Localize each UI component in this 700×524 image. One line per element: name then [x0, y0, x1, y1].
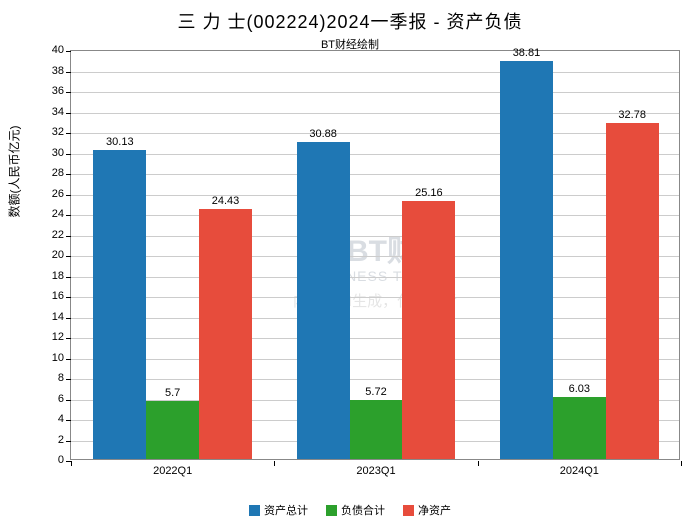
x-tick-label: 2024Q1 — [560, 465, 599, 477]
grid-line — [71, 359, 679, 360]
legend-label: 负债合计 — [341, 502, 385, 518]
grid-line — [71, 133, 679, 134]
y-tick-mark — [66, 236, 71, 237]
bar-value-label: 5.72 — [365, 386, 386, 398]
grid-line — [71, 215, 679, 216]
grid-line — [71, 154, 679, 155]
y-tick-label: 20 — [34, 249, 64, 261]
bar-value-label: 5.7 — [165, 387, 180, 399]
y-tick-mark — [66, 277, 71, 278]
y-tick-mark — [66, 215, 71, 216]
y-axis-label: 数额(人民币亿元) — [6, 126, 23, 218]
y-tick-mark — [66, 51, 71, 52]
y-tick-label: 24 — [34, 208, 64, 220]
y-tick-label: 18 — [34, 270, 64, 282]
bar — [500, 61, 553, 459]
y-tick-mark — [66, 441, 71, 442]
x-tick-label: 2022Q1 — [153, 465, 192, 477]
y-tick-label: 2 — [34, 434, 64, 446]
bar-value-label: 38.81 — [513, 47, 541, 59]
y-tick-mark — [66, 318, 71, 319]
legend-swatch — [403, 505, 414, 516]
legend-swatch — [326, 505, 337, 516]
y-tick-mark — [66, 174, 71, 175]
grid-line — [71, 195, 679, 196]
x-tick-mark — [681, 461, 682, 466]
bar-value-label: 32.78 — [618, 109, 646, 121]
y-tick-mark — [66, 256, 71, 257]
grid-line — [71, 236, 679, 237]
grid-line — [71, 92, 679, 93]
y-tick-mark — [66, 92, 71, 93]
legend-item: 负债合计 — [326, 502, 385, 518]
y-tick-mark — [66, 379, 71, 380]
bar — [350, 400, 403, 459]
grid-line — [71, 338, 679, 339]
grid-line — [71, 256, 679, 257]
y-tick-label: 26 — [34, 188, 64, 200]
y-tick-mark — [66, 420, 71, 421]
bar — [146, 401, 199, 459]
chart-container: 三 力 士(002224)2024一季报 - 资产负债 BT财经绘制 数额(人民… — [0, 0, 700, 524]
y-tick-label: 12 — [34, 331, 64, 343]
y-tick-label: 34 — [34, 106, 64, 118]
plot-area: BT财经 BUSINESS TIMES 内容由AI生成，仅供参考 2022Q13… — [70, 50, 680, 460]
bar — [606, 123, 659, 459]
grid-line — [71, 277, 679, 278]
legend-item: 资产总计 — [249, 502, 308, 518]
y-tick-mark — [66, 133, 71, 134]
y-tick-label: 38 — [34, 65, 64, 77]
x-tick-mark — [274, 461, 275, 466]
y-tick-label: 4 — [34, 413, 64, 425]
y-tick-mark — [66, 113, 71, 114]
x-tick-label: 2023Q1 — [356, 465, 395, 477]
legend-label: 净资产 — [418, 502, 451, 518]
grid-line — [71, 318, 679, 319]
bar-value-label: 30.13 — [106, 136, 134, 148]
legend: 资产总计 负债合计 净资产 — [249, 502, 451, 518]
y-tick-label: 14 — [34, 311, 64, 323]
bar — [402, 201, 455, 459]
legend-item: 净资产 — [403, 502, 451, 518]
y-tick-label: 6 — [34, 393, 64, 405]
grid-line — [71, 297, 679, 298]
y-tick-mark — [66, 297, 71, 298]
bar — [553, 397, 606, 459]
bar-value-label: 25.16 — [415, 187, 443, 199]
y-tick-label: 0 — [34, 454, 64, 466]
bar-value-label: 30.88 — [309, 128, 337, 140]
bar — [199, 209, 252, 459]
grid-line — [71, 174, 679, 175]
y-tick-mark — [66, 359, 71, 360]
y-tick-label: 40 — [34, 44, 64, 56]
y-tick-mark — [66, 400, 71, 401]
grid-line — [71, 379, 679, 380]
y-tick-label: 16 — [34, 290, 64, 302]
bar — [297, 142, 350, 459]
grid-line — [71, 113, 679, 114]
legend-swatch — [249, 505, 260, 516]
y-tick-label: 30 — [34, 147, 64, 159]
y-tick-label: 32 — [34, 126, 64, 138]
y-tick-mark — [66, 154, 71, 155]
x-tick-mark — [71, 461, 72, 466]
x-tick-mark — [478, 461, 479, 466]
bar — [93, 150, 146, 459]
y-tick-mark — [66, 72, 71, 73]
grid-line — [71, 72, 679, 73]
y-tick-label: 22 — [34, 229, 64, 241]
y-tick-label: 8 — [34, 372, 64, 384]
y-tick-mark — [66, 338, 71, 339]
y-tick-label: 28 — [34, 167, 64, 179]
y-tick-mark — [66, 195, 71, 196]
bar-value-label: 24.43 — [212, 195, 240, 207]
y-tick-label: 36 — [34, 85, 64, 97]
y-tick-label: 10 — [34, 352, 64, 364]
bar-value-label: 6.03 — [569, 383, 590, 395]
legend-label: 资产总计 — [264, 502, 308, 518]
chart-title: 三 力 士(002224)2024一季报 - 资产负债 — [0, 0, 700, 34]
